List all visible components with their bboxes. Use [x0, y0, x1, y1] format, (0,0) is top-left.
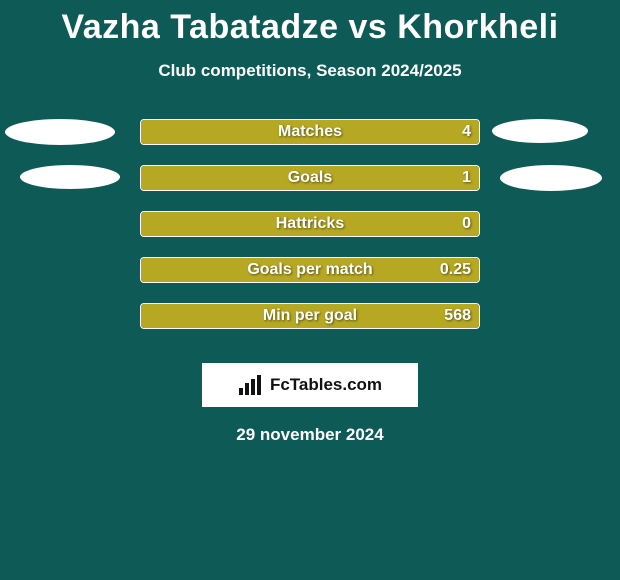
page-title: Vazha Tabatadze vs Khorkheli	[0, 0, 620, 47]
decoration-ellipse	[5, 119, 115, 145]
comparison-chart: Matches4 Goals1 Hattricks0 Goals per match0…	[0, 119, 620, 349]
stat-row: Matches4	[0, 119, 620, 165]
stat-row: Hattricks0	[0, 211, 620, 257]
bar-fill	[141, 258, 479, 282]
decoration-ellipse	[492, 119, 588, 143]
bar-track: Hattricks0	[140, 211, 480, 237]
brand-badge: FcTables.com	[202, 363, 418, 407]
bars-icon	[238, 374, 264, 396]
bar-track: Min per goal568	[140, 303, 480, 329]
page-subtitle: Club competitions, Season 2024/2025	[0, 61, 620, 81]
brand-text: FcTables.com	[270, 375, 382, 395]
bar-fill	[141, 304, 479, 328]
bar-fill	[141, 120, 479, 144]
stat-row: Min per goal568	[0, 303, 620, 349]
bar-track: Matches4	[140, 119, 480, 145]
stat-row: Goals1	[0, 165, 620, 211]
bar-track: Goals per match0.25	[140, 257, 480, 283]
decoration-ellipse	[500, 165, 602, 191]
decoration-ellipse	[20, 165, 120, 189]
page-date: 29 november 2024	[0, 425, 620, 445]
bar-track: Goals1	[140, 165, 480, 191]
stat-row: Goals per match0.25	[0, 257, 620, 303]
bar-fill	[141, 166, 479, 190]
bar-fill	[141, 212, 479, 236]
